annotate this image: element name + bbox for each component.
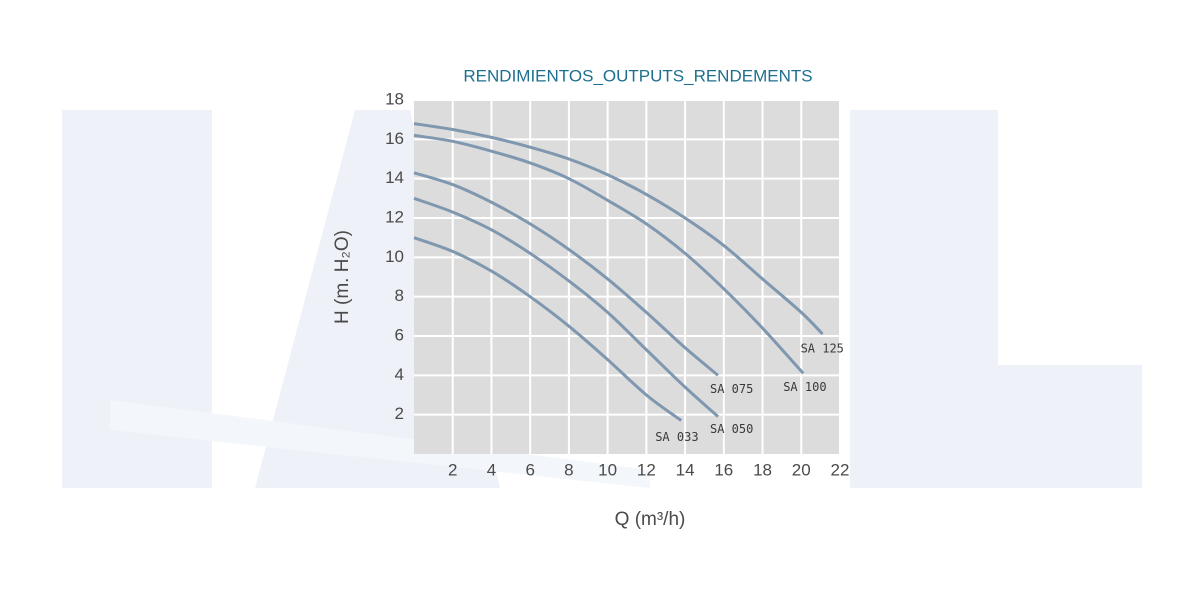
- x-tick-label: 16: [714, 460, 733, 479]
- x-tick-label: 22: [831, 460, 850, 479]
- y-tick-label: 16: [385, 129, 404, 148]
- y-tick-label: 14: [385, 168, 404, 187]
- x-tick-label: 4: [487, 460, 496, 479]
- x-axis-label: Q (m³/h): [615, 509, 686, 530]
- y-tick-label: 8: [395, 286, 404, 305]
- curve-label: SA 125: [801, 342, 844, 356]
- y-tick-label: 18: [385, 89, 404, 108]
- y-tick-label: 10: [385, 247, 404, 266]
- curve-label: SA 100: [783, 380, 826, 394]
- x-tick-label: 6: [525, 460, 534, 479]
- curve: [413, 196, 720, 418]
- plot-area: [414, 100, 840, 454]
- y-tick-label: 4: [395, 365, 404, 384]
- x-tick-label: 12: [637, 460, 656, 479]
- y-tick-label: 2: [395, 404, 404, 423]
- x-tick-label: 8: [564, 460, 573, 479]
- curve: [413, 236, 683, 422]
- x-tick-label: 20: [792, 460, 811, 479]
- chart-title: RENDIMIENTOS_OUTPUTS_RENDEMENTS: [463, 66, 812, 85]
- curve-label: SA 033: [655, 430, 698, 444]
- curve: [413, 171, 719, 377]
- y-tick-label: 12: [385, 207, 404, 226]
- curve-label: SA 050: [710, 422, 753, 436]
- x-tick-label: 2: [448, 460, 457, 479]
- x-tick-label: 10: [598, 460, 617, 479]
- curve: [413, 133, 805, 375]
- curve-label: SA 075: [710, 382, 753, 396]
- curve: [413, 122, 824, 336]
- y-tick-label: 6: [395, 325, 404, 344]
- x-tick-label: 18: [753, 460, 772, 479]
- x-tick-label: 14: [676, 460, 695, 479]
- y-axis-label: H (m. H₂O): [332, 230, 353, 324]
